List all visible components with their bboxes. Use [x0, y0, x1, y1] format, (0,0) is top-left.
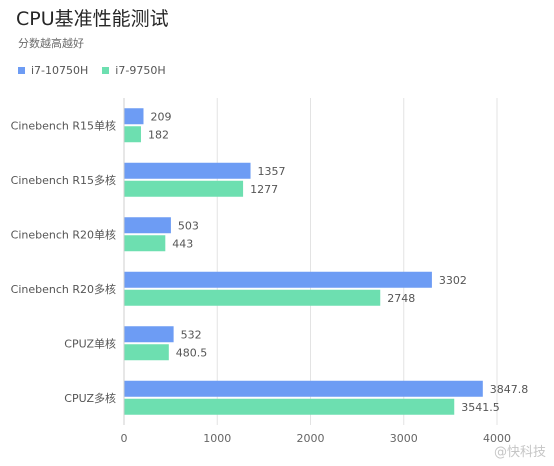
data-label-series-0: 503 — [178, 219, 199, 232]
data-label-series-0: 3847.8 — [490, 383, 529, 396]
data-label-series-0: 1357 — [258, 165, 286, 178]
x-tick-label: 2000 — [297, 432, 325, 445]
legend-label-series-1: i7-9750H — [115, 64, 166, 77]
category-label: Cinebench R20多核 — [11, 282, 116, 296]
bar-series-0 — [124, 326, 174, 343]
bar-series-0 — [124, 380, 483, 397]
data-label-series-1: 3541.5 — [461, 401, 500, 414]
data-label-series-1: 443 — [172, 237, 193, 250]
bar-series-1 — [124, 180, 244, 197]
bar-series-0 — [124, 271, 432, 288]
x-tick-label: 1000 — [203, 432, 231, 445]
bar-series-0 — [124, 162, 251, 179]
bar-series-1 — [124, 126, 141, 143]
legend-swatch-series-1 — [102, 67, 110, 74]
legend-item-series-0[interactable]: i7-10750H — [18, 64, 88, 77]
data-label-series-0: 209 — [150, 110, 171, 123]
legend-label-series-0: i7-10750H — [31, 64, 89, 77]
watermark: @快科技 — [493, 445, 546, 460]
data-label-series-1: 182 — [148, 128, 169, 141]
bar-series-0 — [124, 108, 144, 125]
legend-item-series-1[interactable]: i7-9750H — [102, 64, 166, 77]
data-label-series-0: 3302 — [439, 274, 467, 287]
chart-subtitle: 分数越高越好 — [18, 37, 84, 50]
category-label: CPUZ单核 — [64, 336, 116, 350]
bar-series-1 — [124, 289, 381, 306]
legend-swatch-series-0 — [18, 67, 25, 74]
legend: i7-10750H i7-9750H — [18, 64, 180, 77]
bar-series-0 — [124, 217, 171, 234]
bar-series-1 — [124, 235, 166, 252]
data-label-series-1: 480.5 — [176, 346, 208, 359]
x-tick-label: 4000 — [483, 432, 511, 445]
data-label-series-1: 1277 — [250, 183, 278, 196]
bar-series-1 — [124, 344, 169, 361]
data-label-series-0: 532 — [181, 328, 202, 341]
category-label: Cinebench R20单核 — [11, 227, 116, 241]
data-label-series-1: 2748 — [387, 292, 415, 305]
x-tick-label: 3000 — [390, 432, 418, 445]
x-tick-label: 0 — [121, 432, 128, 445]
bar-series-1 — [124, 398, 455, 415]
category-label: Cinebench R15单核 — [11, 118, 116, 132]
chart-title: CPU基准性能测试 — [16, 8, 169, 30]
category-label: CPUZ多核 — [64, 391, 116, 405]
category-label: Cinebench R15多核 — [11, 173, 116, 187]
